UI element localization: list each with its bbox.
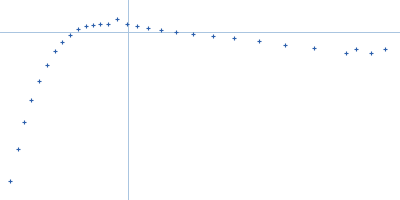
Point <box>21 120 28 123</box>
Point <box>59 40 66 43</box>
Point <box>75 28 81 31</box>
Point <box>114 18 120 21</box>
Point <box>6 179 13 183</box>
Point <box>368 51 374 54</box>
Point <box>282 43 288 46</box>
Point <box>172 30 179 33</box>
Point <box>52 50 58 53</box>
Point <box>133 25 140 28</box>
Point <box>67 33 74 36</box>
Point <box>190 32 196 35</box>
Point <box>90 23 96 26</box>
Point <box>124 22 130 25</box>
Point <box>231 36 237 39</box>
Point <box>158 28 164 31</box>
Point <box>210 34 216 37</box>
Point <box>382 47 388 50</box>
Point <box>97 23 104 26</box>
Point <box>28 98 34 102</box>
Point <box>83 25 89 28</box>
Point <box>36 79 42 83</box>
Point <box>311 47 317 50</box>
Point <box>255 39 262 42</box>
Point <box>343 51 350 54</box>
Point <box>14 147 21 150</box>
Point <box>353 47 359 50</box>
Point <box>44 63 50 66</box>
Point <box>105 22 112 25</box>
Point <box>145 26 152 29</box>
